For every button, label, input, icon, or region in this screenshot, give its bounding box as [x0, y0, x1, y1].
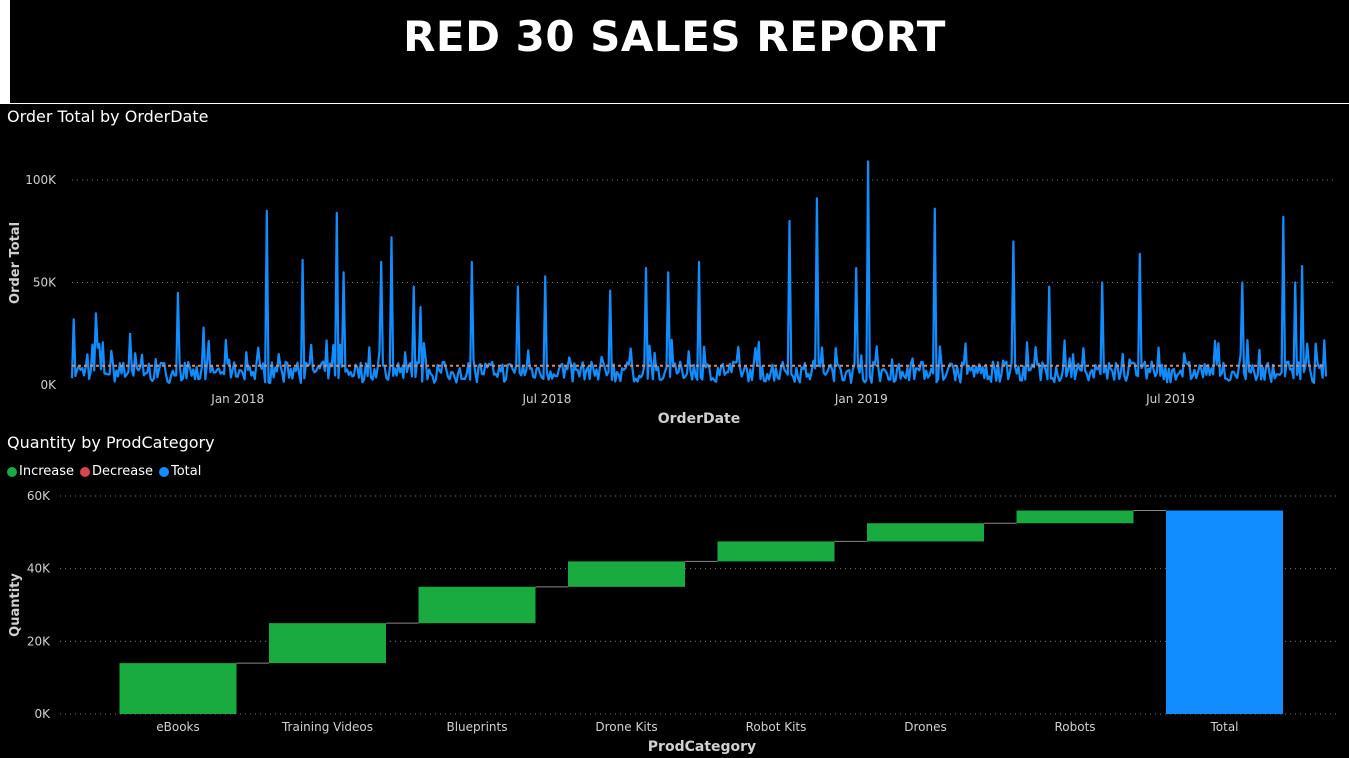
y-axis-title: Order Total [8, 222, 23, 304]
x-tick-label: Jan 2019 [834, 392, 888, 406]
y-tick-label: 0K [34, 707, 51, 721]
waterfall-bar [269, 623, 386, 664]
legend-label-increase: Increase [19, 464, 75, 479]
header-divider [10, 103, 1349, 104]
waterfall-chart-title: Quantity by ProdCategory [7, 433, 215, 452]
y-tick-label: 60K [27, 489, 51, 503]
y-tick-label: 50K [33, 276, 57, 290]
x-tick-label: Jan 2018 [210, 392, 264, 406]
legend-label-total: Total [170, 464, 202, 479]
x-tick-label: Total [1209, 720, 1238, 734]
legend-item-increase: Increase [7, 464, 74, 479]
x-tick-label: Drone Kits [595, 720, 657, 734]
waterfall-bar [717, 541, 835, 562]
waterfall-bar [568, 561, 685, 587]
x-tick-label: Robots [1054, 720, 1095, 734]
total-dot-icon [158, 466, 169, 477]
waterfall-bar [119, 663, 237, 714]
x-tick-label: Jul 2019 [1145, 392, 1195, 406]
legend-label-decrease: Decrease [92, 464, 153, 479]
waterfall-bar [418, 586, 536, 624]
y-tick-label: 40K [27, 562, 51, 576]
increase-dot-icon [7, 466, 17, 477]
x-tick-label: eBooks [156, 720, 200, 734]
x-axis-title: ProdCategory [648, 739, 756, 755]
report-title: RED 30 SALES REPORT [403, 12, 946, 61]
x-tick-label: Robot Kits [746, 720, 807, 734]
y-tick-label: 100K [25, 173, 57, 187]
waterfall-bar [1016, 510, 1134, 524]
order-total-line-chart: 0K 50K 100K Jan 2018 Jul 2018 Jan 2019 Jul 201… [8, 160, 1336, 427]
y-tick-label: 20K [27, 634, 51, 648]
line-chart-title: Order Total by OrderDate [7, 107, 209, 126]
waterfall-bar [867, 523, 984, 542]
header-left-strip [0, 0, 10, 104]
waterfall-bar [1166, 510, 1283, 714]
y-axis-title: Quantity [8, 573, 23, 637]
x-tick-label: Drones [904, 720, 947, 734]
x-axis-title: OrderDate [658, 411, 740, 427]
legend-item-total: Total [158, 464, 202, 479]
x-tick-label: Blueprints [446, 720, 507, 734]
waterfall-legend: Increase Decrease Total [7, 464, 201, 479]
x-tick-label: Training Videos [281, 720, 373, 734]
x-tick-label: Jul 2018 [522, 392, 572, 406]
legend-item-decrease: Decrease [80, 464, 153, 479]
decrease-dot-icon [80, 466, 91, 477]
y-tick-label: 0K [40, 378, 57, 392]
